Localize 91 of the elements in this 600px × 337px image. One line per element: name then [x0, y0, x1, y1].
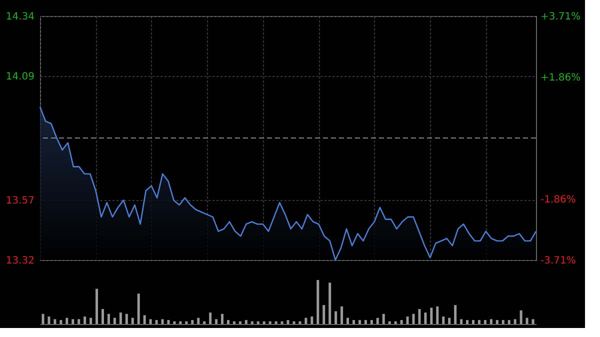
bar — [238, 321, 242, 324]
bar — [78, 319, 80, 324]
bar — [167, 320, 170, 324]
bar — [66, 318, 68, 324]
bar — [328, 282, 332, 324]
bar — [191, 320, 194, 324]
bar — [298, 321, 302, 324]
bar — [250, 321, 254, 324]
bar — [54, 319, 56, 324]
bar — [346, 318, 350, 324]
bar — [274, 321, 278, 324]
bar — [42, 314, 44, 324]
bar — [532, 319, 534, 324]
y-tick-label: 13.57 — [6, 196, 34, 207]
bar — [370, 320, 373, 324]
bar — [101, 309, 104, 324]
bar — [412, 314, 415, 324]
bar — [448, 318, 451, 324]
bar — [424, 312, 427, 324]
bar — [161, 319, 164, 324]
bar — [268, 321, 272, 324]
bar — [460, 319, 463, 324]
bar — [84, 316, 86, 324]
bar — [496, 320, 498, 324]
y2-tick-label: -1.86% — [540, 194, 576, 206]
bar — [304, 318, 308, 324]
bar — [179, 321, 182, 324]
bar — [125, 314, 128, 324]
bar — [244, 320, 248, 324]
y-tick-label: 14.09 — [6, 71, 34, 82]
bar — [215, 319, 218, 324]
bar — [520, 310, 522, 324]
y2-tick-label: +1.86% — [540, 72, 581, 84]
bar — [203, 321, 206, 324]
bar — [256, 321, 260, 324]
bar — [316, 280, 320, 324]
bar — [209, 312, 212, 324]
bar — [418, 309, 421, 324]
bar — [322, 305, 326, 324]
y-tick-label: 14.34 — [6, 12, 34, 22]
bar — [48, 316, 50, 324]
bar — [388, 321, 391, 324]
bar — [232, 321, 236, 324]
bar — [340, 306, 344, 324]
bar — [149, 319, 152, 324]
bar — [185, 321, 188, 324]
bar — [60, 320, 62, 324]
bar — [262, 321, 266, 324]
bar — [364, 320, 367, 324]
bar — [502, 320, 504, 324]
bar — [221, 314, 224, 324]
bar — [514, 319, 516, 324]
bar — [72, 319, 74, 324]
bar — [466, 320, 469, 324]
bar — [197, 318, 200, 324]
bar — [508, 320, 510, 324]
bar — [400, 320, 403, 324]
bar — [155, 320, 158, 324]
bar — [352, 320, 355, 324]
bar — [454, 305, 457, 324]
y-tick-label: 13.32 — [6, 256, 34, 266]
y2-tick-label: +3.71% — [540, 12, 581, 22]
bar — [472, 320, 475, 324]
bar — [226, 320, 230, 324]
bar — [526, 318, 528, 324]
bar — [478, 320, 480, 324]
y2-tick-label: -3.71% — [540, 256, 576, 266]
bar — [334, 311, 338, 324]
bar — [406, 316, 409, 324]
bar — [90, 318, 92, 324]
bar — [376, 318, 379, 324]
bar — [394, 321, 397, 324]
bar — [107, 314, 110, 324]
bar — [119, 312, 122, 324]
bar — [490, 319, 492, 324]
bar — [131, 318, 134, 324]
bar — [442, 316, 445, 324]
bar — [96, 288, 98, 324]
bar — [358, 320, 361, 324]
bar — [292, 321, 296, 324]
bar — [436, 306, 439, 324]
bar — [430, 308, 433, 324]
bar — [113, 318, 116, 324]
bar — [280, 321, 284, 324]
bar — [484, 320, 486, 324]
bar — [310, 316, 314, 324]
bar — [382, 314, 385, 324]
bar — [137, 294, 140, 324]
bar — [143, 315, 146, 324]
bar — [286, 320, 290, 324]
bar — [173, 321, 176, 324]
